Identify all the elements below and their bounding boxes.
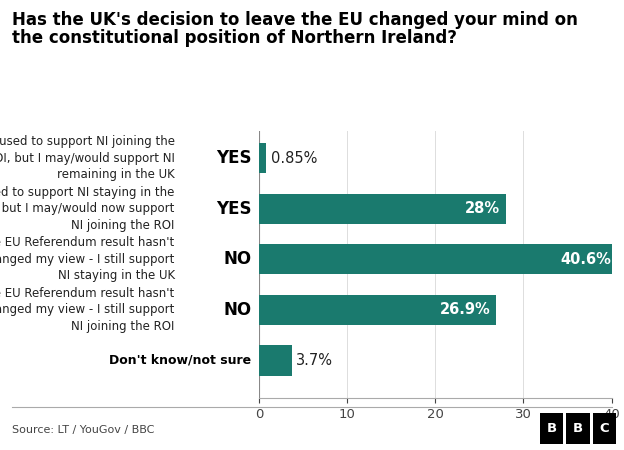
Text: Don't know/not sure: Don't know/not sure	[109, 354, 251, 367]
Bar	[259, 143, 266, 173]
Text: Source: LT / YouGov / BBC: Source: LT / YouGov / BBC	[12, 425, 155, 435]
Bar	[259, 194, 505, 224]
Text: NO: NO	[223, 250, 251, 268]
Text: 26.9%: 26.9%	[440, 302, 490, 317]
Text: The EU Referendum result hasn't
changed my view - I still support
NI joining the: The EU Referendum result hasn't changed …	[0, 287, 175, 333]
FancyBboxPatch shape	[593, 414, 617, 444]
Text: C: C	[600, 422, 609, 435]
FancyBboxPatch shape	[540, 414, 563, 444]
Text: B: B	[547, 422, 557, 435]
Text: the constitutional position of Northern Ireland?: the constitutional position of Northern …	[12, 29, 457, 47]
Text: 3.7%: 3.7%	[296, 353, 333, 368]
Text: YES: YES	[216, 200, 251, 218]
Text: I used to support NI staying in the
UK, but I may/would now support
NI joining t: I used to support NI staying in the UK, …	[0, 186, 175, 232]
Bar	[259, 295, 496, 325]
Bar	[259, 244, 617, 274]
Text: NO: NO	[223, 301, 251, 319]
FancyBboxPatch shape	[567, 414, 590, 444]
Text: Has the UK's decision to leave the EU changed your mind on: Has the UK's decision to leave the EU ch…	[12, 11, 578, 29]
Text: 40.6%: 40.6%	[560, 252, 612, 267]
Text: B: B	[573, 422, 583, 435]
Text: The EU Referendum result hasn't
changed my view - I still support
NI staying in : The EU Referendum result hasn't changed …	[0, 236, 175, 282]
Text: 0.85%: 0.85%	[271, 151, 317, 166]
Text: I used to support NI joining the
ROI, but I may/would support NI
remaining in th: I used to support NI joining the ROI, bu…	[0, 135, 175, 181]
Text: YES: YES	[216, 149, 251, 167]
Text: 28%: 28%	[466, 201, 500, 216]
Bar	[259, 345, 291, 375]
